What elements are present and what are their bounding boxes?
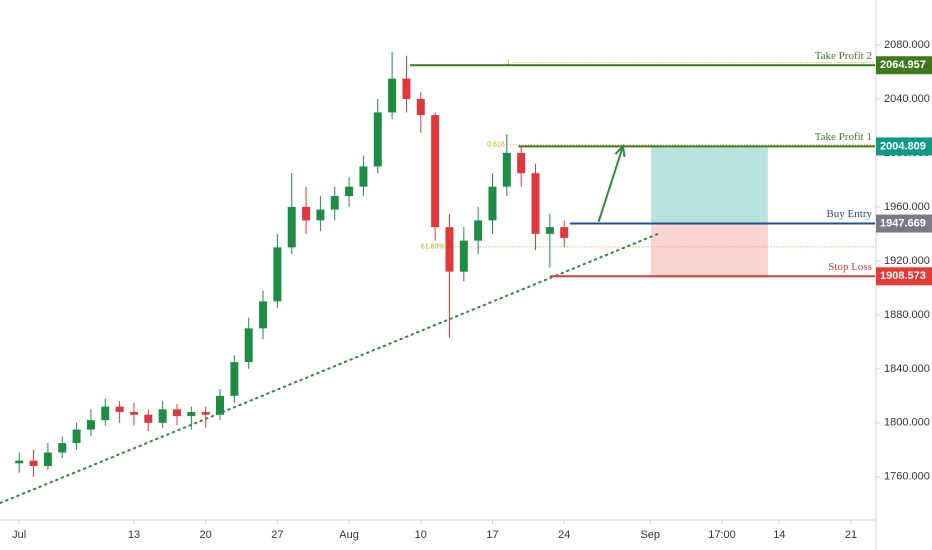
- candle-body: [345, 186, 354, 197]
- candle-body: [488, 186, 497, 221]
- candle-body: [129, 412, 138, 415]
- candle-body: [302, 206, 311, 221]
- candle-body: [15, 460, 24, 464]
- candle-body: [560, 227, 569, 238]
- level-price-box: [876, 267, 932, 286]
- candle-body: [29, 460, 38, 467]
- position-profit: [650, 146, 768, 224]
- candle-body: [230, 362, 239, 396]
- candle-body: [330, 196, 339, 210]
- arrow: [597, 145, 624, 223]
- candle-body: [273, 247, 282, 302]
- candle-body: [72, 429, 81, 444]
- level-label: Take Profit 1: [815, 131, 872, 143]
- fib-label: 1: [507, 59, 511, 66]
- candle-body: [359, 166, 368, 187]
- x-tick-label: 20: [200, 529, 212, 541]
- level-price-box: [876, 56, 932, 75]
- candle-body: [86, 420, 95, 430]
- candle-body: [531, 173, 540, 234]
- candle-body: [144, 414, 153, 423]
- x-tick-label: Jul: [12, 529, 26, 541]
- level-label: Buy Entry: [826, 208, 872, 220]
- candle-body: [172, 409, 181, 417]
- candle-body: [459, 240, 468, 272]
- y-tick-label: 1960.000: [884, 201, 930, 213]
- level-price-label: 1947.669: [880, 217, 926, 229]
- x-tick-label: Aug: [339, 529, 359, 541]
- candle-body: [316, 209, 325, 221]
- y-tick-label: 1880.000: [884, 309, 930, 321]
- candle-body: [373, 112, 382, 167]
- fib-label: 0.618: [487, 142, 505, 149]
- candle-body: [43, 452, 52, 467]
- candle-body: [244, 328, 253, 363]
- candle-body: [187, 412, 196, 417]
- candle-body: [158, 409, 167, 423]
- x-tick-label: 17:00: [708, 529, 736, 541]
- y-tick-label: 1840.000: [884, 363, 930, 375]
- y-tick-label: 2080.000: [884, 39, 930, 51]
- arrow-head: [614, 143, 626, 158]
- candle-body: [402, 78, 411, 99]
- x-tick-label: 10: [415, 529, 427, 541]
- candle-body: [58, 443, 67, 453]
- x-tick-label: 14: [773, 529, 785, 541]
- x-tick-label: 17: [486, 529, 498, 541]
- x-tick-label: 21: [845, 529, 857, 541]
- x-tick-label: 24: [558, 529, 570, 541]
- candle-body: [259, 301, 268, 329]
- x-tick-label: Sep: [640, 529, 660, 541]
- position-loss: [650, 223, 768, 277]
- candle-body: [517, 152, 526, 174]
- level-label: Take Profit 2: [815, 50, 872, 62]
- candle-body: [474, 220, 483, 241]
- candle-body: [431, 115, 440, 228]
- candle-body: [502, 152, 511, 187]
- y-tick-label: 2040.000: [884, 93, 930, 105]
- y-tick-label: 1920.000: [884, 255, 930, 267]
- fib-label: 61.80%: [421, 244, 445, 251]
- x-tick-label: 27: [271, 529, 283, 541]
- candle-body: [445, 227, 454, 272]
- candle-body: [101, 406, 110, 421]
- candle-body: [201, 412, 210, 415]
- level-price-label: 2004.809: [880, 140, 926, 152]
- candle-body: [287, 206, 296, 248]
- level-price-box: [876, 214, 932, 233]
- candle-body: [416, 98, 425, 116]
- level-price-box: [876, 137, 932, 156]
- y-tick-label: 1760.000: [884, 471, 930, 483]
- candle-body: [388, 78, 397, 113]
- level-price-label: 2064.957: [880, 59, 926, 71]
- candle-body: [115, 406, 124, 413]
- level-price-label: 1908.573: [880, 270, 926, 282]
- x-tick-label: 13: [128, 529, 140, 541]
- y-tick-label: 1800.000: [884, 417, 930, 429]
- trendline: [0, 231, 662, 504]
- level-label: Stop Loss: [828, 261, 872, 273]
- candle-body: [545, 227, 554, 234]
- candle-body: [216, 395, 225, 415]
